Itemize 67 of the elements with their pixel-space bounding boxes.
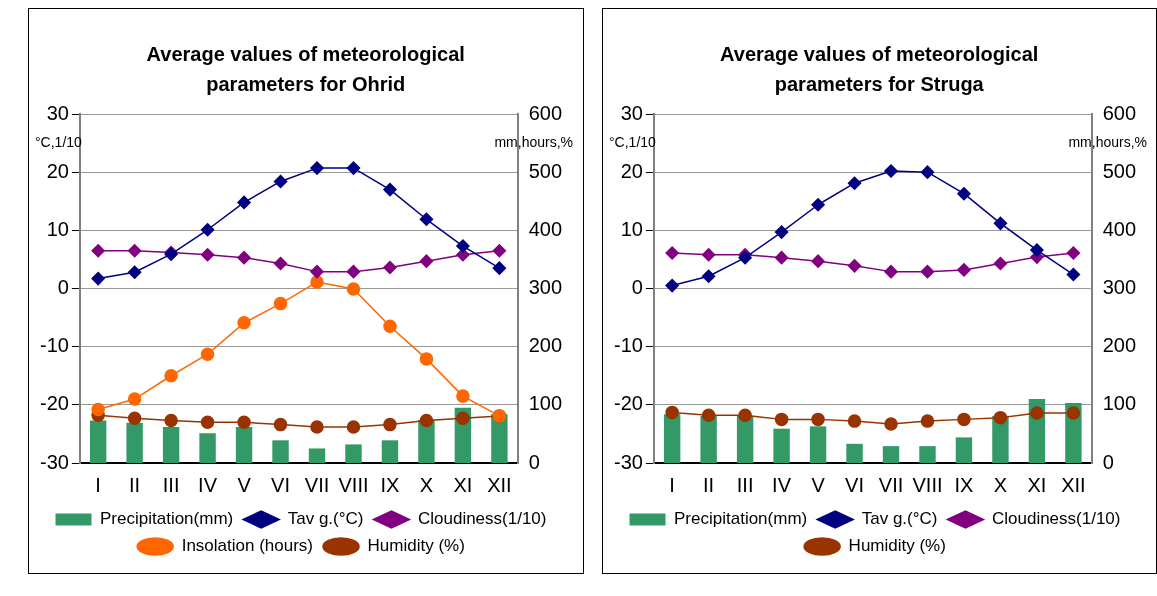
legend-label: Tav g.(°C)	[861, 509, 937, 529]
chart-title: Average values of meteorological parameters for Struga	[719, 42, 1040, 97]
y2-tick-label: 200	[528, 334, 563, 357]
y-tick-label: -30	[613, 450, 643, 473]
x-tick-label: X	[993, 473, 1007, 496]
y2-tick-label: 0	[1102, 450, 1114, 473]
x-tick-label: VI	[844, 473, 864, 496]
y-tick-label: 0	[631, 276, 643, 299]
y2-tick-label: 100	[528, 392, 563, 415]
x-tick-label: XI	[453, 473, 473, 496]
x-tick-label: X	[419, 473, 434, 496]
y2-tick-label: 0	[528, 450, 540, 473]
y-tick-label: 0	[57, 276, 69, 299]
y2-axis-title: mm,hours,%	[1067, 133, 1147, 150]
y2-tick-label: 500	[528, 159, 563, 182]
x-tick-label: II	[129, 473, 141, 496]
x-tick-label: III	[162, 473, 180, 496]
x-tick-label: VIII	[911, 473, 942, 496]
x-tick-label: XII	[487, 473, 512, 496]
legend-label: Precipitation(mm)	[100, 509, 234, 529]
x-tick-label: VI	[271, 473, 290, 496]
legend-label: Humidity (%)	[848, 536, 946, 556]
y2-tick-label: 200	[1102, 334, 1136, 357]
y-axis-title: °C,1/10	[35, 133, 83, 150]
x-tick-label: XI	[1026, 473, 1046, 496]
x-tick-label: V	[237, 473, 252, 496]
legend-label: Cloudiness(1/10)	[991, 509, 1120, 529]
y2-tick-label: 500	[1102, 159, 1136, 182]
x-tick-label: II	[702, 473, 714, 496]
y-tick-label: -30	[40, 450, 69, 473]
x-tick-label: VII	[304, 473, 330, 496]
y-tick-label: -20	[613, 392, 643, 415]
y-tick-label: -10	[613, 334, 643, 357]
y2-axis-title: mm,hours,%	[494, 133, 573, 150]
x-tick-label: IX	[380, 473, 400, 496]
y-tick-label: 20	[620, 159, 643, 182]
chart-title: Average values of meteorological parameters for Ohrid	[145, 42, 466, 97]
x-tick-label: I	[95, 473, 101, 496]
y-tick-label: 10	[46, 217, 69, 240]
x-tick-label: XII	[1060, 473, 1086, 496]
y-axis-title: °C,1/10	[608, 133, 656, 150]
x-tick-label: IX	[954, 473, 973, 496]
y2-tick-label: 300	[1102, 276, 1136, 299]
y2-tick-label: 300	[528, 276, 563, 299]
x-tick-label: I	[668, 473, 675, 496]
legend-label: Cloudiness(1/10)	[417, 509, 547, 529]
x-tick-label: IV	[771, 473, 792, 496]
y-tick-label: -20	[40, 392, 69, 415]
x-tick-label: IV	[198, 473, 218, 496]
y-tick-label: 30	[46, 101, 69, 124]
x-tick-label: V	[810, 473, 825, 496]
legend-label: Precipitation(mm)	[673, 509, 807, 529]
y-tick-label: 10	[620, 217, 643, 240]
y-tick-label: 30	[620, 101, 643, 124]
y2-tick-label: 600	[1102, 101, 1136, 124]
x-tick-label: III	[736, 473, 753, 496]
y2-tick-label: 400	[528, 217, 563, 240]
y2-tick-label: 600	[528, 101, 563, 124]
y-tick-label: -10	[40, 334, 69, 357]
y2-tick-label: 400	[1102, 217, 1136, 240]
legend-label: Humidity (%)	[367, 536, 465, 556]
legend-label: Tav g.(°C)	[287, 509, 364, 529]
x-tick-label: VII	[878, 473, 903, 496]
legend-label: Insolation (hours)	[181, 536, 314, 556]
x-tick-label: VIII	[338, 473, 369, 496]
y-tick-label: 20	[46, 159, 69, 182]
y2-tick-label: 100	[1102, 392, 1136, 415]
